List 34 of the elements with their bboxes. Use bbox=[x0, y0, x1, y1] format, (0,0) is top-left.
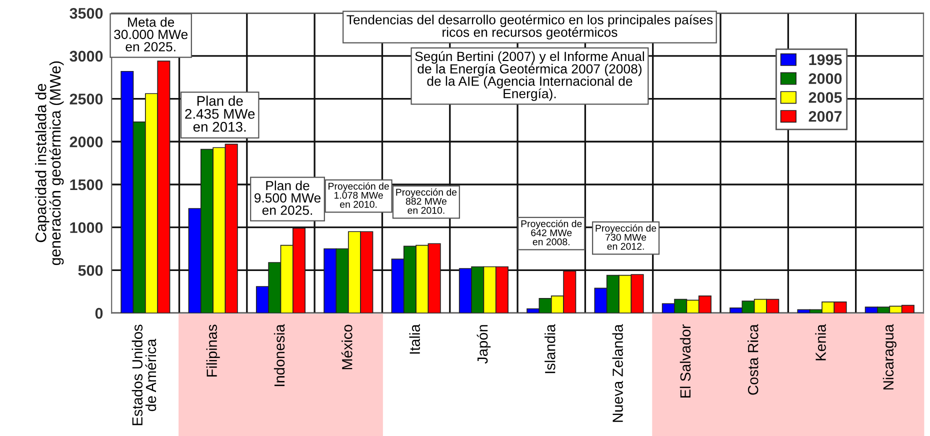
x-tick-label: El Salvador bbox=[680, 324, 691, 398]
x-tick-label: Italia bbox=[409, 324, 420, 354]
annotation: Proyección de 882 MWe en 2010. bbox=[396, 188, 457, 214]
legend-label: 2007 bbox=[808, 111, 842, 122]
y-tick-label: 2500 bbox=[70, 94, 103, 104]
annotation: Meta de 30.000 MWe en 2025. bbox=[114, 17, 188, 52]
x-tick-label: Japón bbox=[476, 325, 491, 364]
y-tick-label: 1000 bbox=[70, 222, 103, 234]
y-tick-label: 3500 bbox=[70, 8, 103, 19]
x-tick-label: Costa Rica bbox=[748, 324, 758, 395]
x-tick-label: México bbox=[341, 324, 352, 370]
y-tick-label: 2000 bbox=[70, 136, 103, 148]
y-tick-label: 3000 bbox=[70, 50, 103, 62]
x-tick-label: Kenia bbox=[815, 324, 826, 360]
y-tick-label: 1500 bbox=[70, 179, 103, 190]
x-tick-label: Islandia bbox=[544, 324, 556, 374]
legend-label: 2005 bbox=[808, 92, 842, 103]
y-tick-label: 500 bbox=[78, 265, 103, 276]
annotation: Proyección de 642 MWe en 2008. bbox=[521, 220, 582, 246]
annotation: Proyección de 1.078 MWe en 2010. bbox=[328, 182, 389, 208]
x-tick-label: Estados Unidos de América bbox=[132, 324, 156, 426]
legend-label: 2000 bbox=[808, 73, 842, 84]
text: Tendencias del desarrollo geotérmico en los principales países ricos en recursos geotérmicos bbox=[346, 14, 713, 40]
annotation: Proyección de 730 MWe en 2012. bbox=[596, 224, 656, 250]
annotation: Según Bertini (2007) y el Informe Anual de la Energía Geotérmica 2007 (2008) de la AIE (Agencia Internacional de Energía). bbox=[415, 51, 644, 101]
x-tick-label: Indonesia bbox=[274, 324, 285, 386]
x-tick-label: Filipinas bbox=[206, 324, 220, 376]
y-axis-title: Capacidad instalada de generación geotérmica (MWe) bbox=[35, 61, 64, 266]
legend-label: 1995 bbox=[809, 54, 842, 66]
annotation: Plan de 9.500 MWe en 2025. bbox=[254, 180, 321, 215]
x-tick-label: Nueva Zelanda bbox=[612, 324, 623, 422]
annotation: Plan de 2.435 MWe en 2013. bbox=[185, 96, 255, 132]
x-tick-label: Nicaragua bbox=[882, 324, 896, 390]
y-tick-label: 0 bbox=[95, 308, 103, 319]
